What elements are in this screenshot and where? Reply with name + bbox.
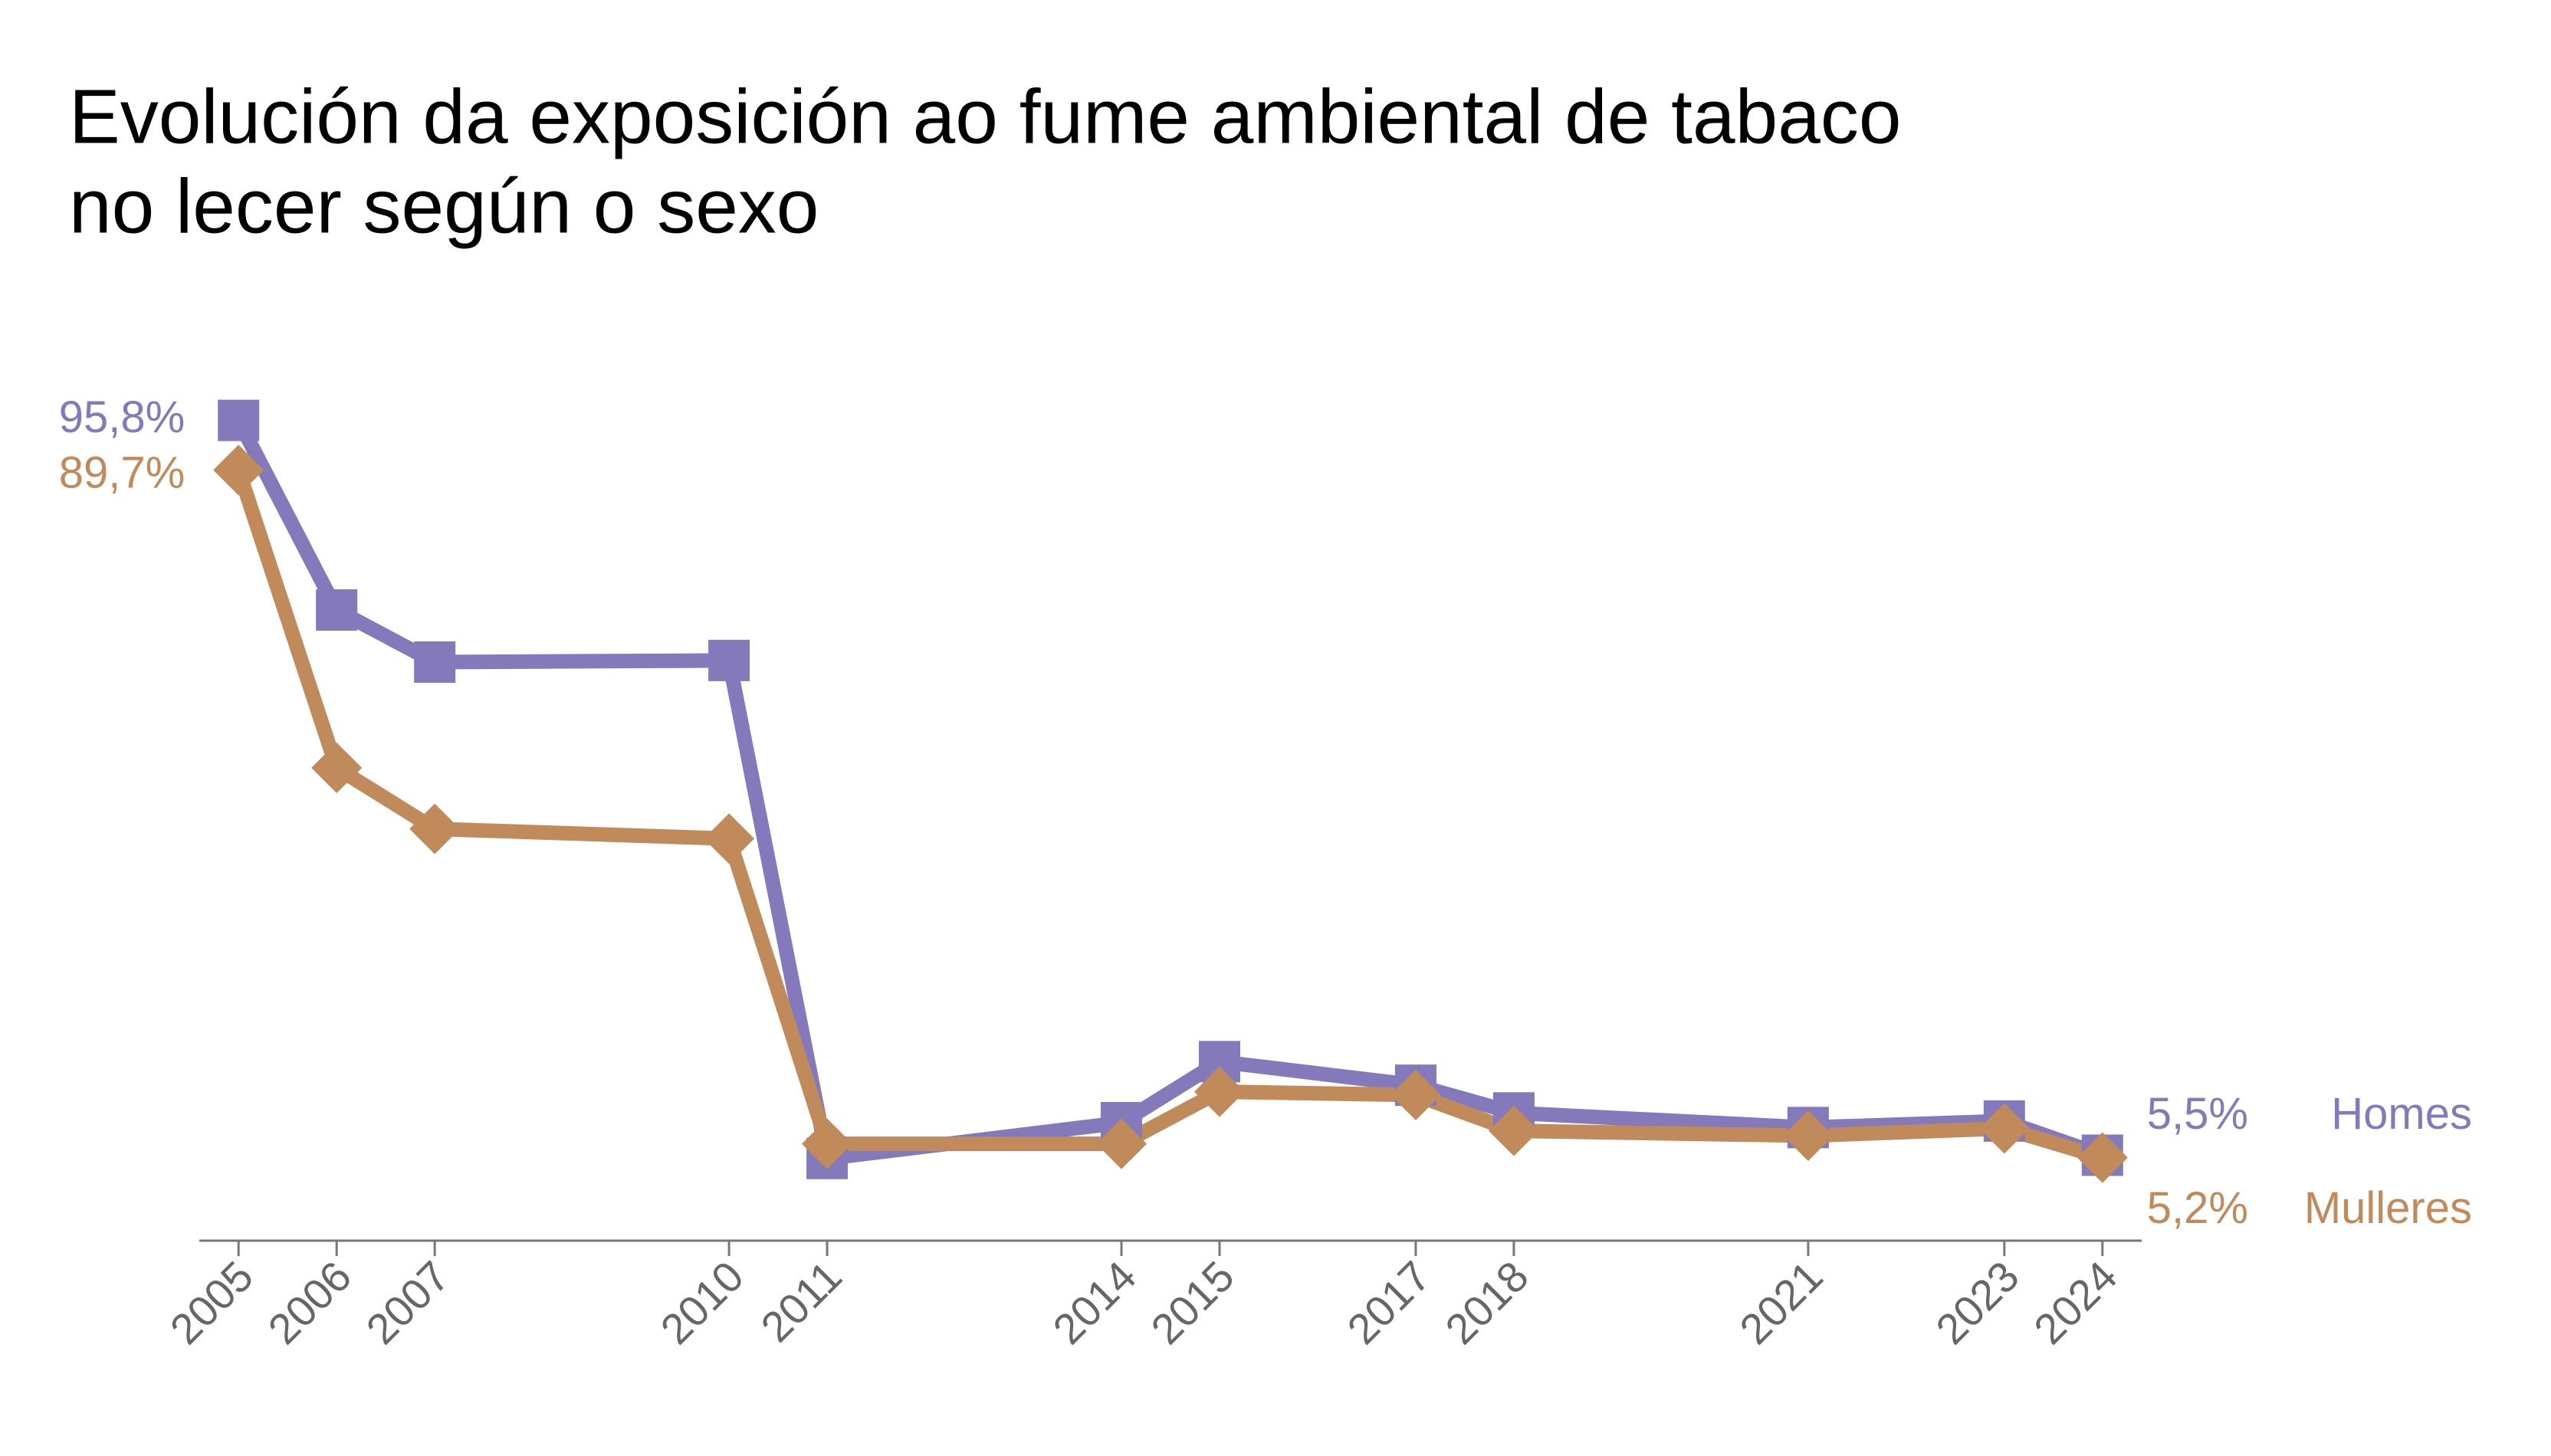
x-tick-label: 2024 bbox=[2024, 1251, 2126, 1353]
x-tick-label: 2010 bbox=[651, 1251, 753, 1353]
marker bbox=[1096, 1118, 1147, 1169]
marker bbox=[2077, 1132, 2128, 1183]
value-label: 5,2% bbox=[2147, 1183, 2248, 1233]
x-tick-label: 2014 bbox=[1043, 1251, 1145, 1353]
x-tick-label: 2007 bbox=[356, 1251, 458, 1353]
x-tick-label: 2006 bbox=[258, 1251, 360, 1353]
marker bbox=[1390, 1069, 1441, 1120]
x-tick-label: 2005 bbox=[161, 1251, 263, 1353]
marker bbox=[1978, 1103, 2030, 1154]
marker bbox=[218, 399, 260, 441]
marker bbox=[1193, 1066, 1245, 1117]
chart-subtitle: no lecer según o sexo bbox=[69, 163, 819, 249]
marker bbox=[311, 743, 363, 794]
value-label: 5,5% bbox=[2147, 1089, 2248, 1139]
marker bbox=[704, 813, 755, 864]
x-tick-label: 2011 bbox=[751, 1251, 851, 1351]
x-tick-label: 2021 bbox=[1730, 1251, 1832, 1353]
marker bbox=[414, 641, 456, 683]
marker bbox=[802, 1118, 853, 1169]
marker bbox=[316, 589, 358, 631]
legend-label: Homes bbox=[2331, 1089, 2472, 1139]
value-label: 95,8% bbox=[59, 392, 185, 442]
series-line bbox=[231, 467, 2105, 1165]
x-tick-label: 2023 bbox=[1926, 1251, 2028, 1353]
marker bbox=[1782, 1110, 1834, 1162]
series-line bbox=[231, 417, 2105, 1166]
marker bbox=[1488, 1105, 1539, 1156]
x-tick-label: 2015 bbox=[1141, 1251, 1243, 1353]
value-label: 89,7% bbox=[59, 448, 185, 498]
marker bbox=[708, 639, 750, 681]
x-tick-label: 2017 bbox=[1338, 1251, 1440, 1353]
marker bbox=[409, 803, 461, 854]
legend-label: Mulleres bbox=[2304, 1183, 2472, 1233]
chart-title: Evolución da exposición ao fume ambienta… bbox=[69, 74, 1901, 159]
x-tick-label: 2018 bbox=[1436, 1251, 1538, 1353]
marker bbox=[213, 444, 264, 496]
